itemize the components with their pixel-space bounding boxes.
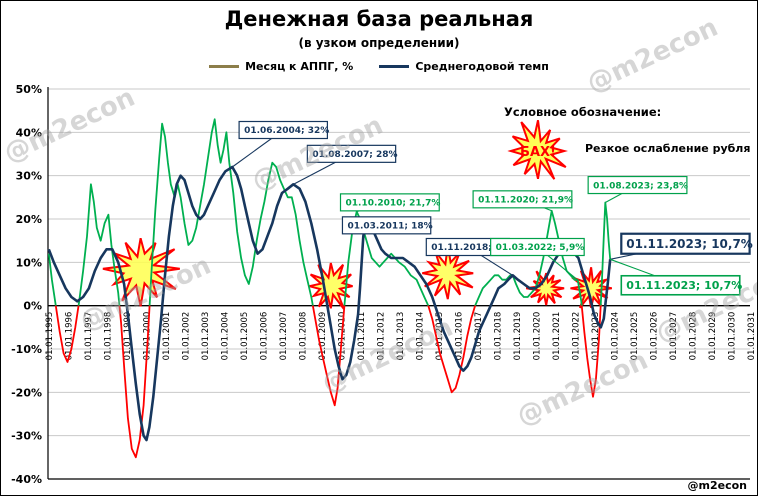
y-axis-label: -30% xyxy=(11,430,42,443)
bax-burst-icon xyxy=(507,119,568,180)
x-axis-label: 01.01.2022 xyxy=(572,312,582,361)
chart-title: Денежная база реальная xyxy=(224,7,534,31)
series-yoy-positive xyxy=(47,118,612,306)
crash-bursts xyxy=(102,237,613,310)
x-axis-label: 01.01.2016 xyxy=(455,312,465,361)
annotation-box xyxy=(490,237,585,257)
x-axis-label: 01.01.2029 xyxy=(708,312,718,361)
annotation-text: 01.11.2018; 7% xyxy=(431,243,510,253)
annotation-text: 01.08.2007; 28% xyxy=(312,150,397,160)
annotation-box xyxy=(339,193,440,212)
annotation-text: 01.03.2011; 18% xyxy=(347,222,432,232)
x-axis-label: 01.01.2004 xyxy=(221,312,231,361)
x-axis-label: 01.01.2007 xyxy=(279,312,289,361)
annotation-box xyxy=(620,274,741,296)
y-axis-label: 20% xyxy=(16,213,42,226)
x-axis-label: 01.01.2012 xyxy=(377,312,387,361)
annotation-box xyxy=(472,190,573,209)
annotation-box xyxy=(620,232,751,255)
x-axis-label: 01.01.2023 xyxy=(591,312,601,361)
annotation-box xyxy=(238,120,329,140)
x-axis-label: 01.01.1999 xyxy=(123,312,133,361)
annotation-text: 01.06.2004; 32% xyxy=(244,126,329,136)
bax-burst-label: БАХ! xyxy=(520,145,556,160)
x-axis-label: 01.01.2008 xyxy=(299,312,309,361)
x-axis-label: 01.01.2001 xyxy=(162,312,172,361)
x-axis-label: 01.01.2017 xyxy=(474,312,484,361)
x-axis-label: 01.01.2030 xyxy=(728,312,738,361)
annotation-text: 01.10.2010; 21,7% xyxy=(346,199,441,209)
annotation-callout: 01.10.2010; 21,7% xyxy=(339,193,441,213)
bax-burst: БАХ! xyxy=(507,119,568,180)
annotation-text: 01.03.2022; 5,9% xyxy=(496,243,585,253)
burst-icon xyxy=(422,244,474,300)
y-axis-label: 0% xyxy=(23,300,42,313)
footer-watermark: @m2econ xyxy=(687,479,748,492)
burst-icon xyxy=(526,270,565,306)
legend-label-avg: Среднегодовой темп xyxy=(415,60,549,73)
x-axis-label: 01.01.2011 xyxy=(357,312,367,361)
x-axis-label: 01.01.2031 xyxy=(747,312,757,361)
x-axis-label: 01.01.2028 xyxy=(689,312,699,361)
x-axis-label: 01.01.2019 xyxy=(513,312,523,361)
y-axis-label: 50% xyxy=(16,83,42,96)
legend-item-appg: Месяц к АППГ, % xyxy=(209,60,353,73)
chart-subtitle: (в узком определении) xyxy=(298,36,460,50)
burst-icon xyxy=(309,262,353,310)
annotation-callout: 01.11.2023; 10,7% xyxy=(609,258,742,296)
y-axis-label: 10% xyxy=(16,256,42,269)
x-axis-label: 01.01.2013 xyxy=(396,312,406,361)
annotation-text: 01.11.2023; 10,7% xyxy=(626,237,753,251)
x-axis-label: 01.01.1998 xyxy=(104,312,114,361)
series-avg-annual xyxy=(47,165,612,442)
y-axis-label: -20% xyxy=(11,386,42,399)
x-axis-label: 01.01.2002 xyxy=(182,312,192,361)
x-axis-label: 01.01.2026 xyxy=(650,312,660,361)
x-axis-label: 01.01.2025 xyxy=(630,312,640,361)
legend-line-appg-icon xyxy=(209,65,240,68)
x-axis-label: 01.01.2015 xyxy=(435,312,445,361)
x-axis-label: 01.01.2021 xyxy=(552,312,562,361)
x-axis-label: 01.01.1995 xyxy=(45,312,55,361)
annotation-callout: 01.06.2004; 32% xyxy=(231,120,329,168)
y-axis-label: 40% xyxy=(16,126,42,139)
annotation-callout: 01.11.2020; 21,9% xyxy=(472,190,573,212)
x-axis-label: 01.01.2014 xyxy=(416,312,426,361)
x-axis-label: 01.01.2020 xyxy=(533,312,543,361)
x-axis-label: 01.01.2006 xyxy=(260,312,270,361)
annotation-box xyxy=(587,175,688,195)
x-axis-label: 01.01.2018 xyxy=(494,312,504,361)
legend-line-avg-icon xyxy=(379,65,410,68)
x-axis-label: 01.01.2024 xyxy=(611,312,621,361)
x-axis-label: 01.01.2027 xyxy=(669,312,679,361)
legend-label-appg: Месяц к АППГ, % xyxy=(245,60,354,73)
annotation-box xyxy=(341,216,432,235)
annotation-callout: 01.03.2011; 18% xyxy=(341,216,433,235)
x-axis-label: 01.01.1997 xyxy=(84,312,94,361)
annotation-callout: 01.03.2022; 5,9% xyxy=(490,237,585,281)
annotations: 01.06.2004; 32% 01.08.2007; 28% 01.10.2010… xyxy=(231,120,753,296)
annotation-callout: 01.08.2023; 23,8% xyxy=(587,175,688,204)
x-axis-label: 01.01.2009 xyxy=(318,312,328,361)
annotation-callout: 01.11.2023; 10,7% xyxy=(610,232,753,260)
annotation-box xyxy=(306,144,397,163)
legend-item-avg: Среднегодовой темп xyxy=(379,60,549,73)
annotation-text: 01.08.2023; 23,8% xyxy=(593,181,688,191)
y-axis-label: -10% xyxy=(11,343,42,356)
annotation-callout: 01.11.2018; 7% xyxy=(425,237,513,276)
annotation-callout: 01.08.2007; 28% xyxy=(293,144,398,185)
x-axis-label: 01.01.2003 xyxy=(201,312,211,361)
annotation-text: 01.11.2023; 10,7% xyxy=(626,279,742,292)
x-axis-label: 01.01.1996 xyxy=(65,312,75,361)
annotation-text: 01.11.2020; 21,9% xyxy=(478,196,573,206)
note-meaning: Резкое ослабление рубля xyxy=(585,142,751,155)
note-title: Условное обозначение: xyxy=(504,105,662,119)
x-axis-label: 01.01.2005 xyxy=(240,312,250,361)
y-axis-label: -40% xyxy=(11,473,42,486)
legend: Месяц к АППГ, % Среднегодовой темп xyxy=(1,60,757,73)
y-axis-label: 30% xyxy=(16,170,42,183)
